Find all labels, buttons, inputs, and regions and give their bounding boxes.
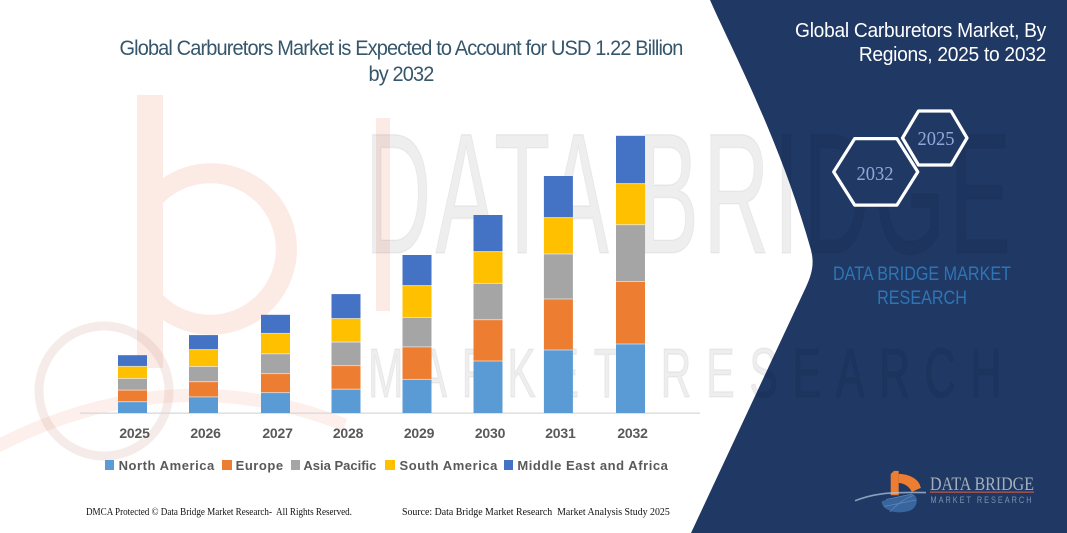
svg-text:DATA BRIDGE: DATA BRIDGE	[930, 475, 1034, 495]
svg-text:2025: 2025	[918, 128, 955, 150]
svg-text:MARKET RESEARCH: MARKET RESEARCH	[368, 334, 1016, 412]
svg-text:MARKET RESEARCH: MARKET RESEARCH	[931, 495, 1034, 505]
svg-text:2032: 2032	[857, 163, 894, 185]
